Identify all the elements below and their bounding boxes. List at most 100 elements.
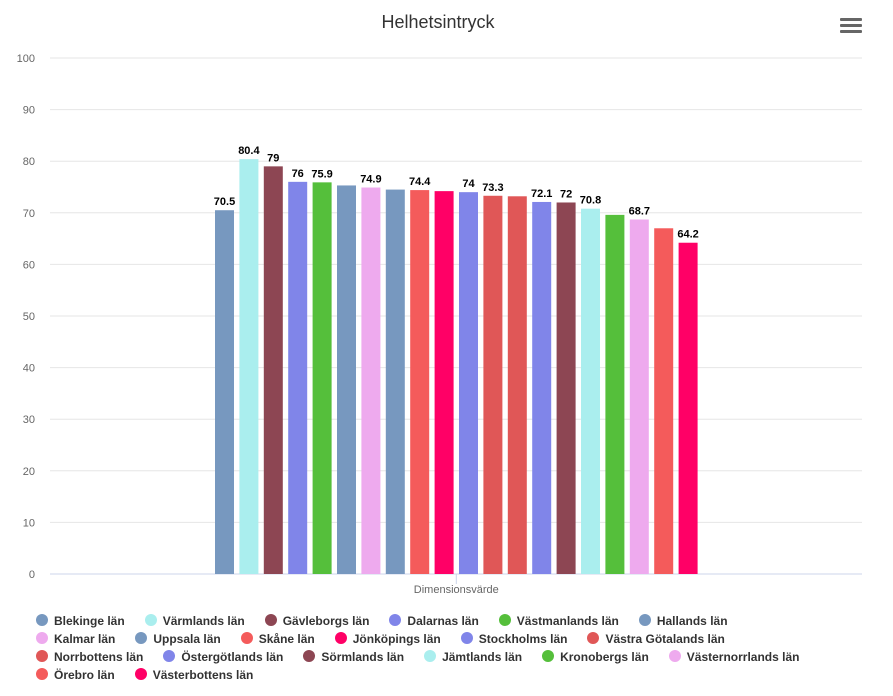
legend-item[interactable]: Hallands län [633, 614, 728, 628]
data-label: 74.4 [409, 176, 431, 188]
legend-item[interactable]: Örebro län [30, 668, 115, 682]
legend-item[interactable]: Sörmlands län [297, 650, 404, 664]
bar[interactable] [263, 166, 283, 575]
legend-label: Jämtlands län [442, 650, 523, 664]
bar[interactable] [239, 159, 259, 575]
legend-dot-icon [240, 632, 253, 644]
y-tick-label: 40 [23, 363, 35, 375]
data-label: 80.4 [238, 145, 260, 157]
legend-item[interactable]: Kalmar län [30, 632, 115, 646]
hamburger-menu-icon[interactable] [840, 18, 862, 38]
data-label: 72 [560, 188, 572, 200]
bar[interactable] [654, 228, 674, 574]
legend-row: Kalmar län Uppsala län Skåne län Jönköpings… [30, 630, 880, 648]
legend-item[interactable]: Uppsala län [129, 632, 221, 646]
legend-dot-icon [134, 668, 147, 680]
legend-item[interactable]: Västerbottens län [129, 668, 254, 682]
bar[interactable] [337, 185, 356, 574]
bar[interactable] [678, 242, 698, 574]
bar[interactable] [556, 202, 576, 575]
data-label: 75.9 [311, 168, 332, 180]
bar[interactable] [483, 195, 503, 574]
legend-label: Västernorrlands län [686, 650, 800, 664]
y-tick-label: 70 [23, 208, 35, 220]
legend-dot-icon [638, 614, 651, 626]
data-label: 73.3 [482, 182, 503, 194]
legend-item[interactable]: Skåne län [235, 632, 315, 646]
legend-item[interactable]: Jämtlands län [418, 650, 522, 664]
legend-label: Värmlands län [162, 614, 245, 628]
legend-label: Stockholms län [478, 632, 568, 646]
legend-label: Kalmar län [54, 632, 116, 646]
data-label: 70.8 [580, 195, 601, 207]
y-tick-label: 90 [23, 105, 35, 117]
legend-dot-icon [668, 650, 681, 662]
bar[interactable] [629, 219, 649, 574]
legend-row: Blekinge län Värmlands län Gävleborgs län D… [30, 612, 880, 630]
bar[interactable] [507, 196, 527, 574]
y-tick-label: 50 [23, 311, 35, 323]
legend-dot-icon [587, 632, 600, 644]
bar[interactable] [288, 181, 308, 574]
legend-label: Sörmlands län [321, 650, 405, 664]
legend-item[interactable]: Västra Götalands län [581, 632, 725, 646]
legend-item[interactable]: Värmlands län [139, 614, 245, 628]
legend-dot-icon [36, 632, 48, 644]
legend-dot-icon [460, 632, 473, 644]
legend-dot-icon [424, 650, 437, 662]
legend-label: Norrbottens län [54, 650, 144, 664]
legend-row: Örebro län Västerbottens län [30, 666, 880, 684]
legend-item[interactable]: Gävleborgs län [259, 614, 370, 628]
legend-dot-icon [36, 650, 48, 662]
legend-label: Västra Götalands län [605, 632, 725, 646]
bar[interactable] [581, 208, 600, 574]
legend-label: Uppsala län [153, 632, 221, 646]
legend-item[interactable]: Dalarnas län [383, 614, 479, 628]
data-label: 74.9 [360, 174, 381, 186]
legend-dot-icon [498, 614, 511, 626]
legend-item[interactable]: Kronobergs län [536, 650, 649, 664]
legend-dot-icon [135, 632, 148, 644]
bar[interactable] [385, 189, 405, 574]
legend-label: Blekinge län [54, 614, 125, 628]
y-tick-label: 100 [17, 53, 35, 65]
legend-dot-icon [389, 614, 402, 626]
data-label: 72.1 [531, 188, 552, 200]
legend-label: Örebro län [54, 668, 115, 682]
y-tick-label: 60 [23, 259, 35, 271]
legend-item[interactable]: Östergötlands län [157, 650, 283, 664]
legend-item[interactable]: Jönköpings län [329, 632, 441, 646]
legend-label: Västerbottens län [152, 668, 254, 682]
y-tick-label: 30 [23, 414, 35, 426]
legend-label: Hallands län [656, 614, 728, 628]
y-tick-label: 80 [23, 156, 35, 168]
legend-item[interactable]: Västernorrlands län [663, 650, 800, 664]
bar[interactable] [459, 192, 478, 574]
legend-item[interactable]: Blekinge län [30, 614, 125, 628]
data-label: 64.2 [677, 229, 698, 241]
legend-label: Gävleborgs län [282, 614, 370, 628]
bar[interactable] [410, 190, 430, 574]
legend-item[interactable]: Norrbottens län [30, 650, 143, 664]
chart-title: Helhetsintryck [381, 12, 495, 32]
bar[interactable] [312, 182, 332, 574]
bar[interactable] [605, 214, 625, 574]
bar[interactable] [434, 191, 454, 575]
data-label: 76 [292, 168, 304, 180]
legend-label: Kronobergs län [560, 650, 649, 664]
legend-label: Skåne län [258, 632, 315, 646]
legend-label: Östergötlands län [181, 650, 284, 664]
bar[interactable] [215, 210, 234, 574]
legend-dot-icon [542, 650, 555, 662]
legend-label: Jönköpings län [352, 632, 441, 646]
legend-dot-icon [303, 650, 316, 662]
bar[interactable] [532, 201, 552, 575]
legend-dot-icon [36, 614, 48, 626]
legend-item[interactable]: Stockholms län [455, 632, 568, 646]
legend-dot-icon [334, 632, 347, 644]
y-tick-label: 20 [23, 466, 35, 478]
legend-label: Västmanlands län [516, 614, 619, 628]
bar[interactable] [361, 187, 381, 575]
legend-item[interactable]: Västmanlands län [493, 614, 619, 628]
data-label: 74 [462, 178, 475, 190]
